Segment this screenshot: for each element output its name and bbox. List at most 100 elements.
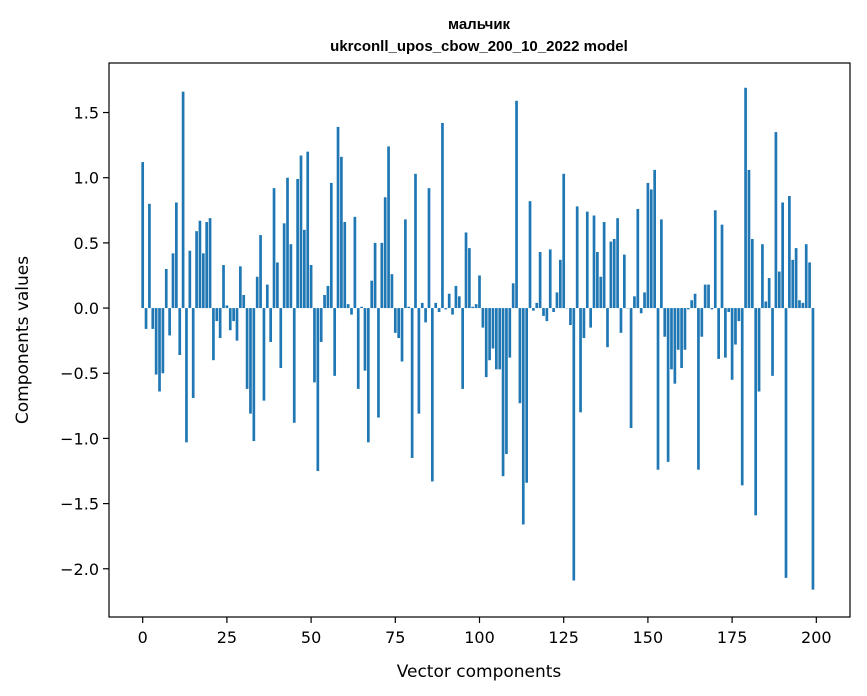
bar — [794, 248, 798, 309]
bar — [168, 308, 171, 336]
bar — [757, 308, 761, 392]
bar — [582, 308, 586, 339]
y-tick-label: 1.5 — [74, 104, 99, 123]
bar — [599, 276, 603, 309]
bar — [791, 259, 795, 309]
x-tick-label: 100 — [464, 628, 495, 647]
bar — [670, 308, 673, 370]
bar — [158, 308, 161, 392]
bar — [811, 308, 815, 590]
bar — [461, 308, 465, 389]
bar — [481, 308, 485, 328]
bar — [377, 308, 380, 418]
bar — [774, 132, 778, 309]
bar — [340, 156, 343, 309]
x-tick-label: 75 — [385, 628, 405, 647]
bar — [198, 220, 202, 309]
bar — [596, 252, 599, 309]
bar — [521, 308, 525, 525]
bar — [592, 215, 596, 309]
bar — [451, 308, 454, 315]
bar — [400, 308, 404, 362]
bar — [208, 218, 212, 309]
bar — [215, 308, 219, 322]
bar — [316, 308, 320, 472]
bar — [491, 308, 495, 349]
bar — [424, 308, 427, 323]
bar — [343, 222, 347, 309]
bar — [501, 308, 505, 477]
bar — [562, 173, 566, 309]
x-axis-label: Vector components — [397, 662, 562, 682]
bar — [289, 244, 293, 309]
bar — [276, 262, 279, 309]
bar — [323, 295, 326, 309]
bar — [700, 308, 704, 337]
bar — [633, 296, 636, 309]
bar — [188, 250, 192, 309]
bar — [707, 284, 710, 309]
bar — [494, 308, 498, 370]
bar — [313, 308, 316, 383]
bar — [269, 308, 273, 342]
bar — [444, 308, 448, 310]
bar — [663, 308, 667, 337]
chart-subtitle: ukrconll_upos_cbow_200_10_2022 model — [330, 38, 628, 55]
bar — [788, 195, 791, 309]
bar — [720, 224, 724, 309]
bar — [710, 308, 714, 310]
bar — [333, 308, 337, 376]
bar — [750, 238, 754, 309]
bar — [555, 292, 559, 309]
bar — [373, 242, 377, 309]
bar — [764, 301, 768, 309]
bar — [309, 265, 313, 309]
bar — [532, 308, 535, 311]
bar — [144, 308, 148, 329]
bar — [646, 182, 650, 309]
bar — [346, 304, 350, 309]
bar — [417, 308, 421, 414]
bar — [740, 308, 744, 486]
x-axis-ticks: 0 25 50 75 100 125 150 175 200 — [138, 617, 832, 647]
bar — [329, 182, 333, 309]
bar — [528, 201, 532, 309]
bar — [478, 275, 481, 309]
bar — [660, 219, 663, 309]
bar — [259, 235, 262, 309]
bar — [697, 308, 700, 470]
bar — [498, 308, 502, 370]
bar — [175, 202, 178, 309]
bar — [798, 300, 801, 309]
bar — [609, 241, 613, 309]
bar — [249, 308, 252, 414]
bar — [649, 189, 653, 309]
x-tick-label: 25 — [217, 628, 237, 647]
bar — [437, 308, 441, 312]
bar — [393, 308, 397, 333]
bar — [306, 151, 310, 309]
bar — [148, 203, 151, 309]
bar — [727, 308, 731, 312]
bar — [643, 292, 646, 309]
bar — [683, 308, 687, 350]
bar — [538, 252, 542, 309]
bar — [141, 162, 145, 309]
y-axis-label: Components values — [13, 256, 33, 424]
bar — [232, 308, 235, 322]
bar — [777, 271, 781, 309]
bar — [602, 222, 606, 309]
bar — [420, 302, 424, 309]
bar — [575, 206, 579, 309]
bar — [686, 308, 690, 310]
y-tick-label: −2.0 — [60, 560, 99, 579]
bar — [542, 308, 545, 316]
bar — [282, 223, 286, 309]
bar — [589, 308, 592, 328]
bar — [212, 308, 215, 361]
bar — [717, 308, 720, 359]
y-axis-ticks: −2.0 −1.5 −1.0 −0.5 0.0 0.5 1.0 1.5 — [60, 104, 109, 579]
bar — [427, 188, 431, 309]
bar — [552, 308, 555, 312]
bar — [390, 274, 394, 309]
